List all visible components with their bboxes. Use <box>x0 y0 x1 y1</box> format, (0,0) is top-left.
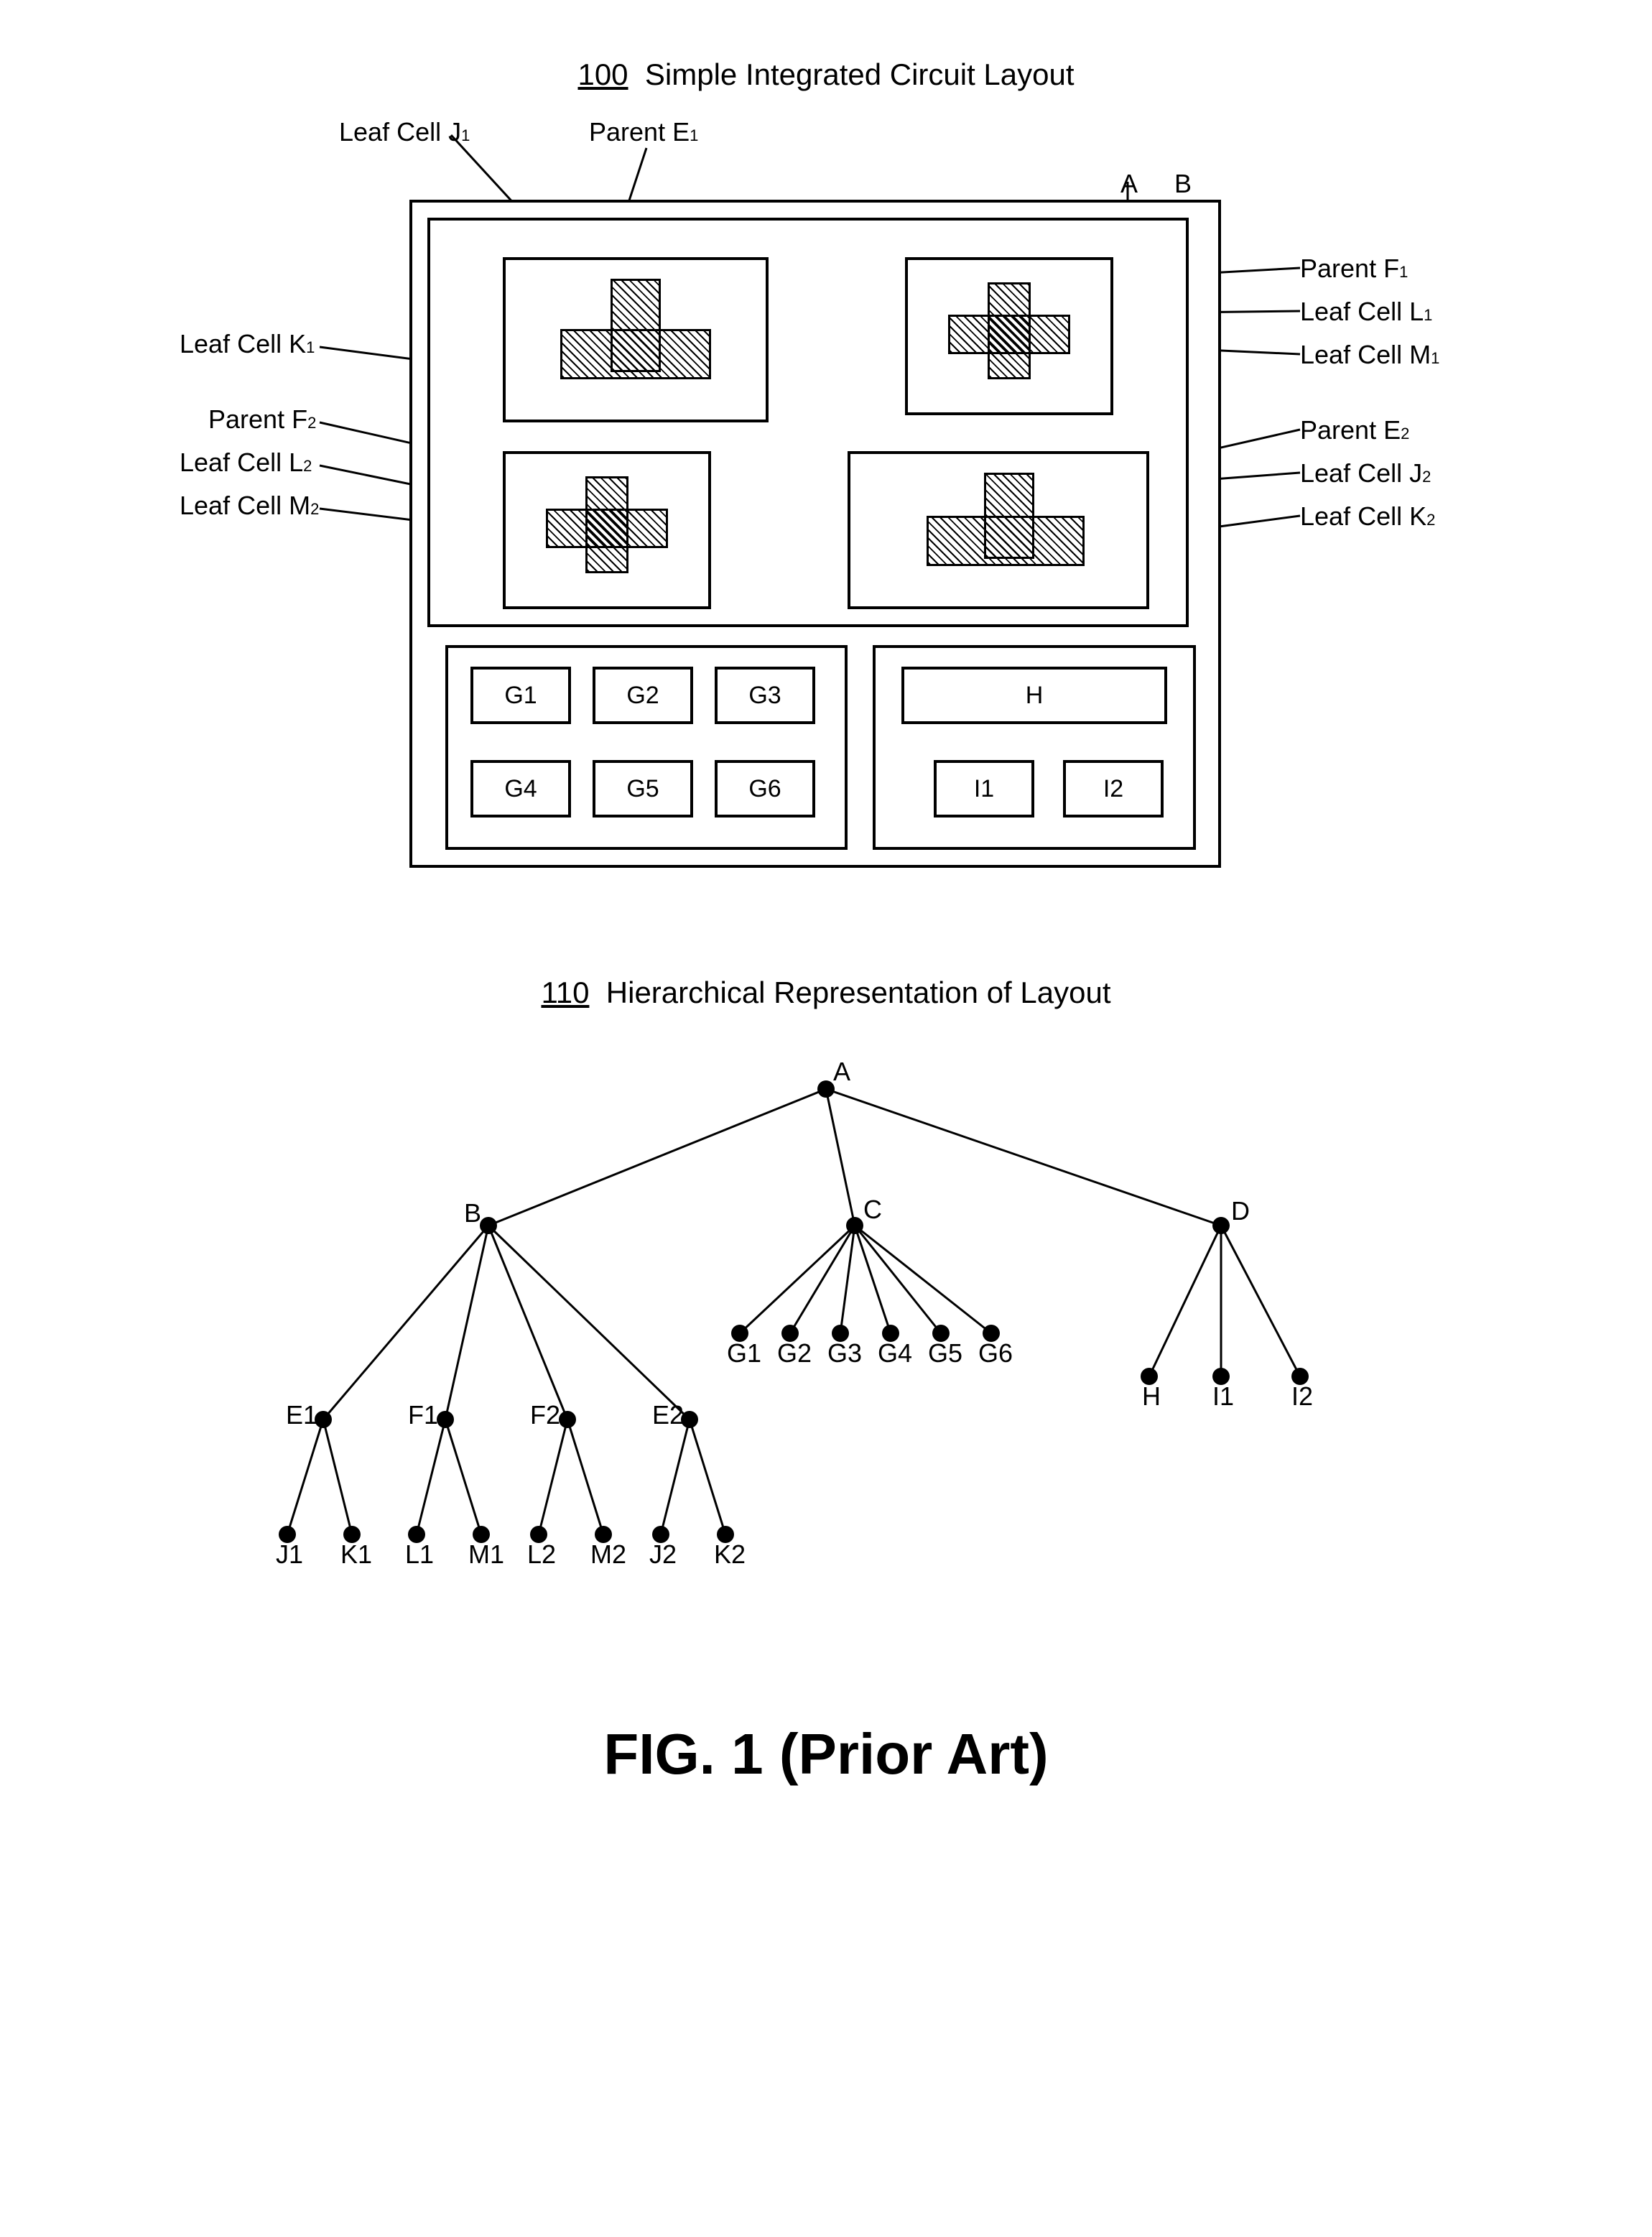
node-label-M1: M1 <box>468 1539 504 1569</box>
node-label-F1: F1 <box>408 1400 438 1430</box>
tree-title: 110 Hierarchical Representation of Layou… <box>43 976 1609 1010</box>
node-label-F2: F2 <box>530 1400 560 1430</box>
edge-C-G4 <box>855 1226 891 1333</box>
node-D <box>1212 1217 1230 1234</box>
node-label-B: B <box>464 1198 481 1228</box>
hatch-e1 <box>503 257 769 422</box>
edge-E2-K2 <box>690 1419 725 1534</box>
edge-D-H <box>1149 1226 1221 1376</box>
hatch-e2-h <box>927 516 1085 566</box>
tree-svg: A B C D G1 G2 G3 G4 G5 G6 H I1 I2 E1 F1 F2 E2 J1 K1 L1 M1 L2 M… <box>180 1032 1472 1678</box>
edge-B-E2 <box>488 1226 690 1419</box>
node-label-G3: G3 <box>827 1338 862 1368</box>
tree-diagram: A B C D G1 G2 G3 G4 G5 G6 H I1 I2 E1 F1 F2 E2 J1 K1 L1 M1 L2 M… <box>180 1032 1472 1678</box>
edge-E1-K1 <box>323 1419 352 1534</box>
cell-g2: G2 <box>593 667 693 724</box>
hatch-e2 <box>848 451 1149 609</box>
node-B <box>480 1217 497 1234</box>
node-label-J2: J2 <box>649 1539 677 1569</box>
node-label-G5: G5 <box>928 1338 962 1368</box>
edge-C-G6 <box>855 1226 991 1333</box>
node-label-M2: M2 <box>590 1539 626 1569</box>
edge-B-E1 <box>323 1226 488 1419</box>
svg-text:A: A <box>1120 169 1138 198</box>
edge-E1-J1 <box>287 1419 323 1534</box>
edge-C-G5 <box>855 1226 941 1333</box>
cell-g4: G4 <box>470 760 571 818</box>
layout-title: 100 Simple Integrated Circuit Layout <box>43 57 1609 92</box>
node-label-C: C <box>863 1195 882 1224</box>
cell-g3: G3 <box>715 667 815 724</box>
layout-title-num: 100 <box>577 57 628 91</box>
edge-C-G2 <box>790 1226 855 1333</box>
node-label-G2: G2 <box>777 1338 812 1368</box>
edge-F2-L2 <box>539 1419 567 1534</box>
tree-title-text: Hierarchical Representation of Layout <box>606 976 1111 1009</box>
cell-i1: I1 <box>934 760 1034 818</box>
layout-title-text: Simple Integrated Circuit Layout <box>645 57 1075 91</box>
node-label-L1: L1 <box>405 1539 434 1569</box>
callout-leaf_m1: Leaf Cell M1 <box>1300 340 1439 370</box>
callout-leaf_l1: Leaf Cell L1 <box>1300 297 1432 327</box>
node-label-H: H <box>1142 1381 1161 1411</box>
callout-leaf_j2: Leaf Cell J2 <box>1300 458 1431 488</box>
callout-leaf_l2: Leaf Cell L2 <box>180 448 312 478</box>
hatch-f2-h <box>546 509 668 548</box>
node-label-K1: K1 <box>340 1539 372 1569</box>
node-label-I2: I2 <box>1291 1381 1313 1411</box>
node-label-I1: I1 <box>1212 1381 1234 1411</box>
node-label-G6: G6 <box>978 1338 1013 1368</box>
hatch-f2 <box>503 451 711 609</box>
edge-C-G1 <box>740 1226 855 1333</box>
callout-leaf_k1: Leaf Cell K1 <box>180 329 315 359</box>
cell-g5: G5 <box>593 760 693 818</box>
node-label-G1: G1 <box>727 1338 761 1368</box>
cell-g6: G6 <box>715 760 815 818</box>
edge-F1-M1 <box>445 1419 481 1534</box>
hatch-e1-h <box>560 329 711 379</box>
layout-diagram: ABCD G1G2G3G4G5G6HI1I2Leaf Cell J1Parent… <box>180 114 1472 875</box>
edge-B-F2 <box>488 1226 567 1419</box>
page-root: 100 Simple Integrated Circuit Layout A B C… <box>43 57 1609 1787</box>
cell-i2: I2 <box>1063 760 1164 818</box>
edge-A-B <box>488 1089 826 1226</box>
callout-parent_f2: Parent F2 <box>208 404 316 435</box>
node-label-K2: K2 <box>714 1539 746 1569</box>
callout-parent_e1: Parent E1 <box>589 117 698 147</box>
callout-parent_e2: Parent E2 <box>1300 415 1409 445</box>
node-label-J1: J1 <box>276 1539 303 1569</box>
tree-title-num: 110 <box>541 976 589 1009</box>
cell-h: H <box>901 667 1167 724</box>
callout-leaf_k2: Leaf Cell K2 <box>1300 501 1435 532</box>
edge-E2-J2 <box>661 1419 690 1534</box>
node-label-E1: E1 <box>286 1400 317 1430</box>
node-F1 <box>437 1411 454 1428</box>
edge-A-C <box>826 1089 855 1226</box>
edge-D-I2 <box>1221 1226 1300 1376</box>
figure-caption: FIG. 1 (Prior Art) <box>43 1721 1609 1787</box>
node-F2 <box>559 1411 576 1428</box>
svg-text:B: B <box>1174 169 1192 198</box>
callout-leaf_m2: Leaf Cell M2 <box>180 491 319 521</box>
edge-C-G3 <box>840 1226 855 1333</box>
node-label-G4: G4 <box>878 1338 912 1368</box>
node-label-E2: E2 <box>652 1400 684 1430</box>
edge-F1-L1 <box>417 1419 445 1534</box>
node-label-L2: L2 <box>527 1539 556 1569</box>
edge-A-D <box>826 1089 1221 1226</box>
edge-B-F1 <box>445 1226 488 1419</box>
node-C <box>846 1217 863 1234</box>
node-A <box>817 1080 835 1098</box>
edge-F2-M2 <box>567 1419 603 1534</box>
callout-leaf_j1: Leaf Cell J1 <box>339 117 470 147</box>
node-label-A: A <box>833 1057 850 1086</box>
node-label-D: D <box>1231 1196 1250 1226</box>
hatch-f1-h <box>948 315 1070 354</box>
callout-parent_f1: Parent F1 <box>1300 254 1408 284</box>
cell-g1: G1 <box>470 667 571 724</box>
hatch-f1 <box>905 257 1113 415</box>
